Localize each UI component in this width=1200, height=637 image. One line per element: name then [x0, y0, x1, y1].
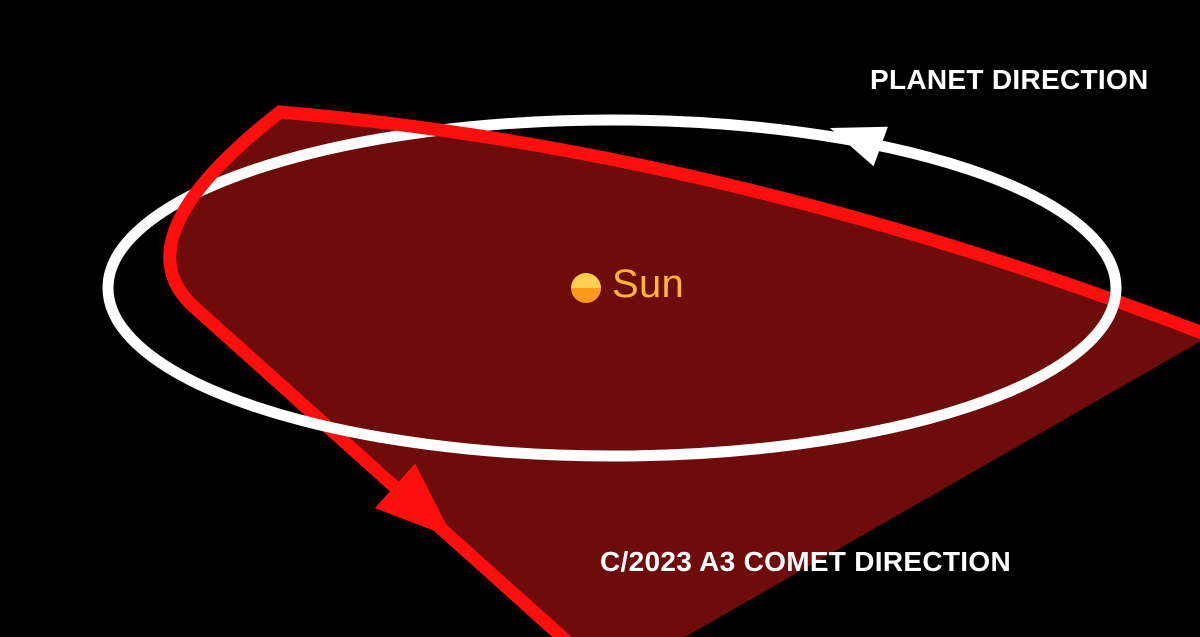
- planet-direction-label: PLANET DIRECTION: [870, 64, 1149, 96]
- diagram-stage: PLANET DIRECTION Sun C/2023 A3 COMET DIR…: [0, 0, 1200, 637]
- sun-label: Sun: [612, 262, 684, 307]
- sun-icon: [571, 273, 601, 303]
- comet-direction-label: C/2023 A3 COMET DIRECTION: [600, 546, 1011, 578]
